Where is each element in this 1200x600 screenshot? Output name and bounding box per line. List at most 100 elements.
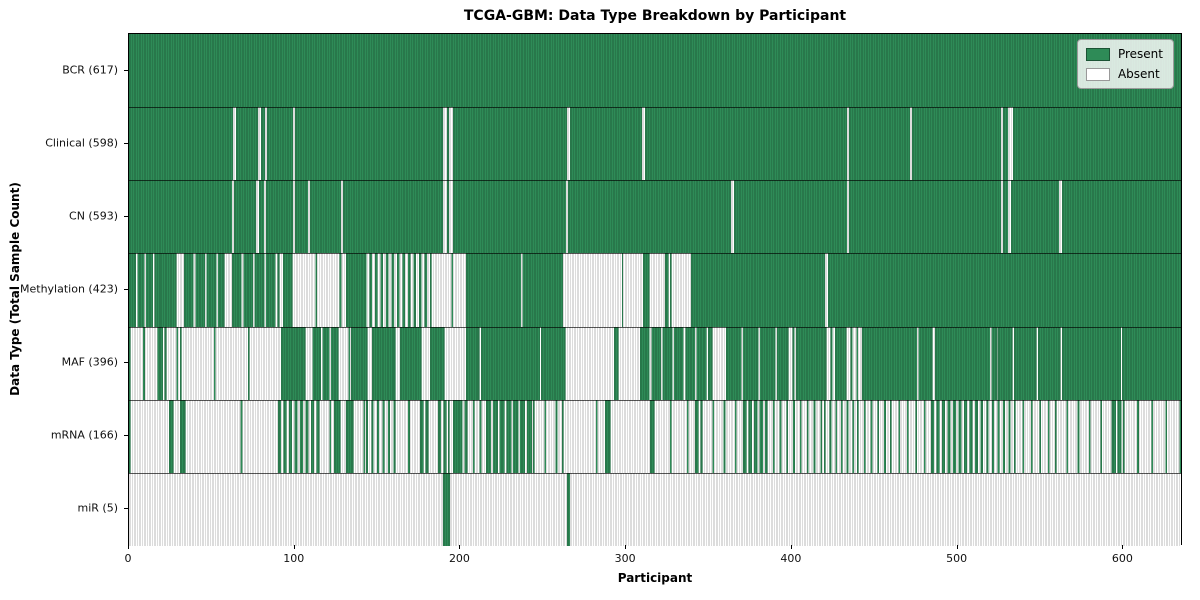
xtick-mark: [128, 545, 129, 549]
heatmap-segment: [645, 107, 847, 181]
heatmap-segment: [1123, 399, 1181, 473]
row-divider: [129, 472, 1181, 474]
ytick-mark: [124, 362, 128, 364]
heatmap-segment: [613, 326, 617, 400]
heatmap-segment: [1061, 180, 1181, 254]
ytick-label-bcr: BCR (617): [62, 63, 118, 77]
heatmap-segment: [1003, 180, 1009, 254]
heatmap-segment: [608, 399, 651, 473]
heatmap-segment: [1003, 107, 1009, 181]
ytick-mark: [124, 289, 128, 290]
heatmap-segment: [235, 107, 259, 181]
heatmap-segment: [266, 180, 293, 254]
heatmap-segment: [653, 399, 695, 473]
heatmap-segment: [129, 107, 234, 181]
xtick-mark: [293, 545, 295, 549]
heatmap-row-clinical: [129, 107, 1181, 181]
xtick-mark: [1122, 545, 1124, 549]
heatmap-segment: [562, 253, 644, 327]
heatmap-segment: [234, 180, 257, 254]
heatmap-segment: [1010, 180, 1060, 254]
xtick-mark: [625, 545, 627, 549]
heatmap-segment: [846, 107, 850, 181]
heatmap-segment: [1111, 399, 1124, 473]
heatmap-segment: [934, 326, 996, 400]
xtick-label-400: 400: [780, 552, 802, 565]
heatmap-segment: [742, 399, 766, 473]
heatmap-segment: [449, 107, 454, 181]
heatmap-segment: [733, 180, 847, 254]
heatmap-segment: [277, 253, 283, 327]
chart-title: TCGA-GBM: Data Type Breakdown by Partici…: [463, 8, 847, 24]
row-divider: [129, 253, 1181, 255]
heatmap-segment: [393, 399, 421, 473]
heatmap-segment: [443, 326, 467, 400]
heatmap-segment: [256, 180, 259, 254]
heatmap-segment: [307, 180, 311, 254]
row-divider: [129, 107, 1181, 109]
heatmap-segment: [233, 107, 236, 181]
heatmap-segment: [129, 34, 1181, 108]
heatmap-segment: [466, 399, 487, 473]
heatmap-segment: [1010, 326, 1014, 400]
heatmap-segment: [931, 326, 935, 400]
heatmap-segment: [260, 107, 265, 181]
heatmap-segment: [823, 399, 857, 473]
legend: Present Absent: [1076, 39, 1174, 89]
heatmap-segment: [846, 180, 850, 254]
heatmap-segment: [317, 399, 335, 473]
heatmap-segment: [565, 180, 569, 254]
heatmap-segment: [1013, 107, 1181, 181]
heatmap-segment: [175, 253, 184, 327]
heatmap-segment: [264, 107, 268, 181]
heatmap-segment: [295, 107, 444, 181]
heatmap-segment: [1037, 326, 1059, 400]
heatmap-segment: [291, 253, 346, 327]
heatmap-segment: [532, 399, 563, 473]
heatmap-segment: [481, 326, 565, 400]
heatmap-segment: [795, 326, 826, 400]
x-axis-label: Participant: [617, 571, 693, 585]
row-divider: [129, 326, 1181, 328]
heatmap-segment: [486, 399, 533, 473]
heatmap-segment: [849, 180, 1001, 254]
heatmap-segment: [1008, 180, 1011, 254]
heatmap-segment: [569, 107, 642, 181]
heatmap-segment: [365, 326, 373, 400]
heatmap-segment: [277, 399, 318, 473]
heatmap-segment: [292, 107, 296, 181]
heatmap-segment: [567, 472, 570, 546]
heatmap-segment: [393, 326, 401, 400]
xtick-label-500: 500: [946, 552, 968, 565]
heatmap-segment: [643, 253, 649, 327]
heatmap-segment: [267, 107, 293, 181]
heatmap-segment: [825, 253, 828, 327]
heatmap-segment: [765, 399, 824, 473]
heatmap-segment: [1000, 180, 1004, 254]
heatmap-segment: [711, 326, 727, 400]
heatmap-segment: [466, 253, 563, 327]
heatmap-segment: [787, 326, 796, 400]
ytick-mark: [124, 69, 128, 71]
heatmap-segment: [438, 399, 449, 473]
heatmap-row-bcr: [129, 34, 1181, 108]
heatmap-segment: [980, 399, 1014, 473]
xtick-label-600: 600: [1111, 552, 1133, 565]
heatmap-segment: [158, 326, 166, 400]
heatmap-segment: [282, 253, 292, 327]
heatmap-segment: [998, 326, 1011, 400]
heatmap-segment: [129, 399, 169, 473]
heatmap-segment: [564, 326, 614, 400]
heatmap-segment: [426, 399, 439, 473]
heatmap-segment: [648, 253, 665, 327]
heatmap-segment: [231, 253, 278, 327]
heatmap-segment: [567, 107, 570, 181]
heatmap-segment: [726, 326, 788, 400]
heatmap-segment: [1013, 399, 1056, 473]
heatmap-segment: [447, 180, 450, 254]
heatmap-segment: [345, 253, 364, 327]
heatmap-segment: [861, 326, 932, 400]
heatmap-segment: [562, 399, 606, 473]
row-divider: [129, 180, 1181, 182]
